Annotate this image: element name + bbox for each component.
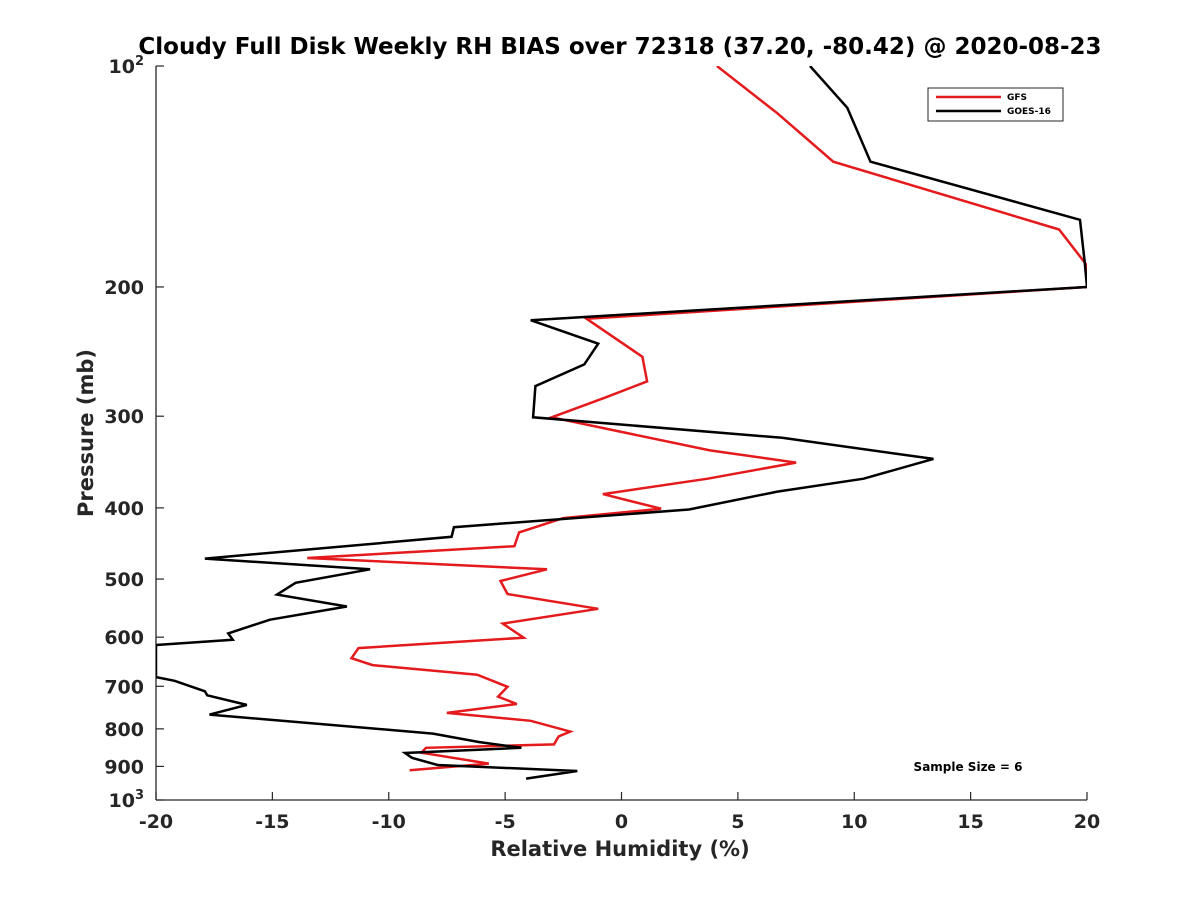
- series-line-goes-16: [156, 66, 1087, 780]
- y-tick-label: 300: [104, 406, 144, 428]
- y-tick-label: 600: [104, 627, 144, 649]
- sample-size-annotation: Sample Size = 6: [914, 760, 1023, 774]
- x-tick-label: 10: [841, 811, 867, 833]
- y-tick-label: 700: [104, 676, 144, 698]
- y-tick-label: 102: [109, 54, 145, 78]
- x-ticks: -20 -15 -10 -5 0 5 10 15 20: [139, 792, 1100, 833]
- y-tick-label: 103: [109, 788, 145, 812]
- series-layer: [156, 66, 1087, 780]
- legend-goes16-label: GOES-16: [1007, 107, 1051, 117]
- y-tick-label-exponent: 2: [135, 54, 144, 69]
- y-tick-label: 500: [104, 569, 144, 591]
- x-tick-label: -15: [255, 811, 289, 833]
- y-tick-label-base: 10: [109, 56, 135, 78]
- y-tick-label: 200: [104, 277, 144, 299]
- x-axis-label: Relative Humidity (%): [490, 837, 749, 861]
- legend-box: [927, 87, 1064, 122]
- x-tick-label: -10: [372, 811, 406, 833]
- y-tick-label: 800: [104, 719, 144, 741]
- y-tick-label-base: 10: [109, 790, 135, 812]
- y-tick-label-exponent: 3: [135, 788, 144, 803]
- series-line-gfs: [307, 66, 1087, 772]
- x-tick-label: 15: [957, 811, 983, 833]
- x-tick-label: -5: [495, 811, 516, 833]
- legend-gfs-label: GFS: [1007, 93, 1027, 103]
- chart-title: Cloudy Full Disk Weekly RH BIAS over 723…: [138, 34, 1101, 60]
- x-tick-label: 0: [615, 811, 628, 833]
- x-tick-label: 5: [731, 811, 744, 833]
- x-tick-label: -20: [139, 811, 173, 833]
- x-tick-label: 20: [1074, 811, 1100, 833]
- y-tick-label: 400: [104, 498, 144, 520]
- legend: GFS GOES-16: [927, 87, 1064, 122]
- y-tick-label: 900: [104, 756, 144, 778]
- y-axis-label: Pressure (mb): [74, 349, 98, 517]
